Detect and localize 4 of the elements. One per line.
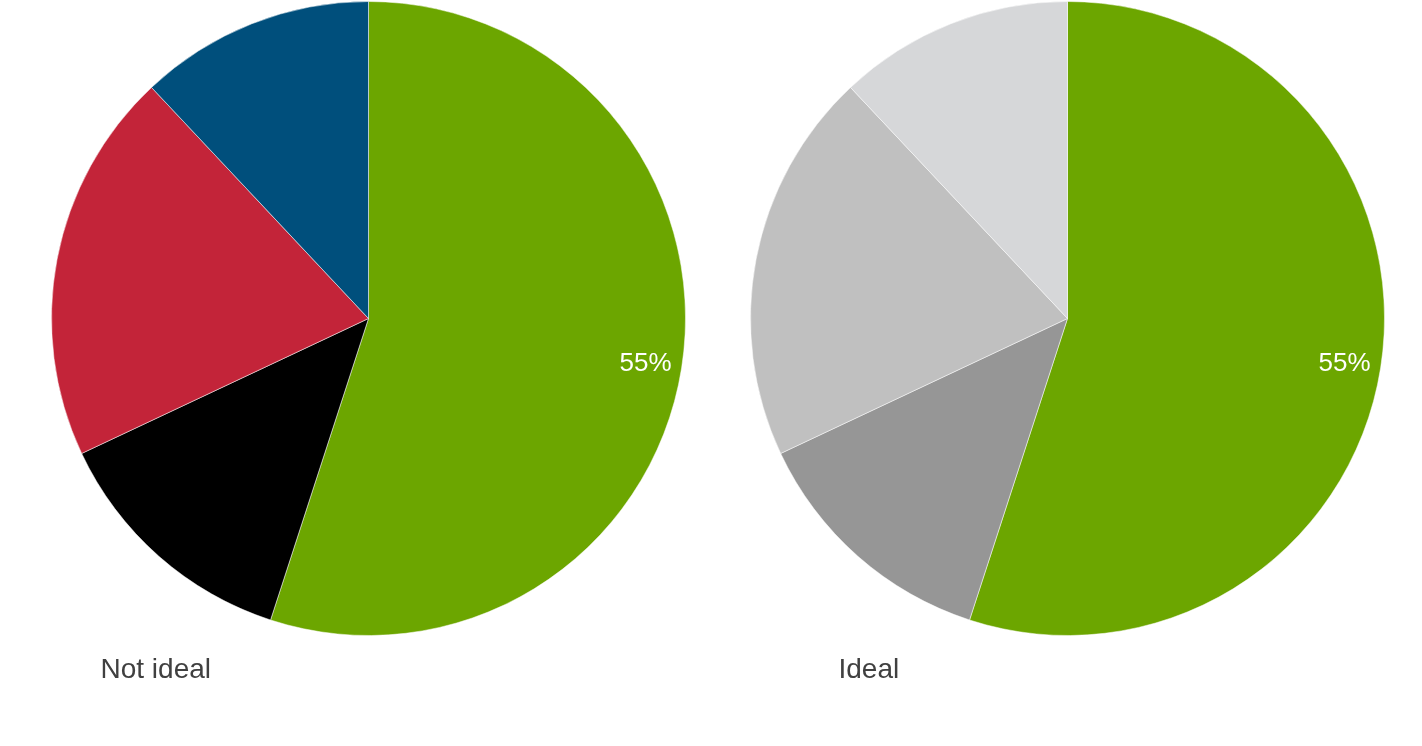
data-label: 55% [619, 347, 672, 378]
text: Ideal [838, 653, 900, 684]
text: Not ideal [100, 653, 212, 684]
data-label: 55% [1318, 347, 1371, 378]
